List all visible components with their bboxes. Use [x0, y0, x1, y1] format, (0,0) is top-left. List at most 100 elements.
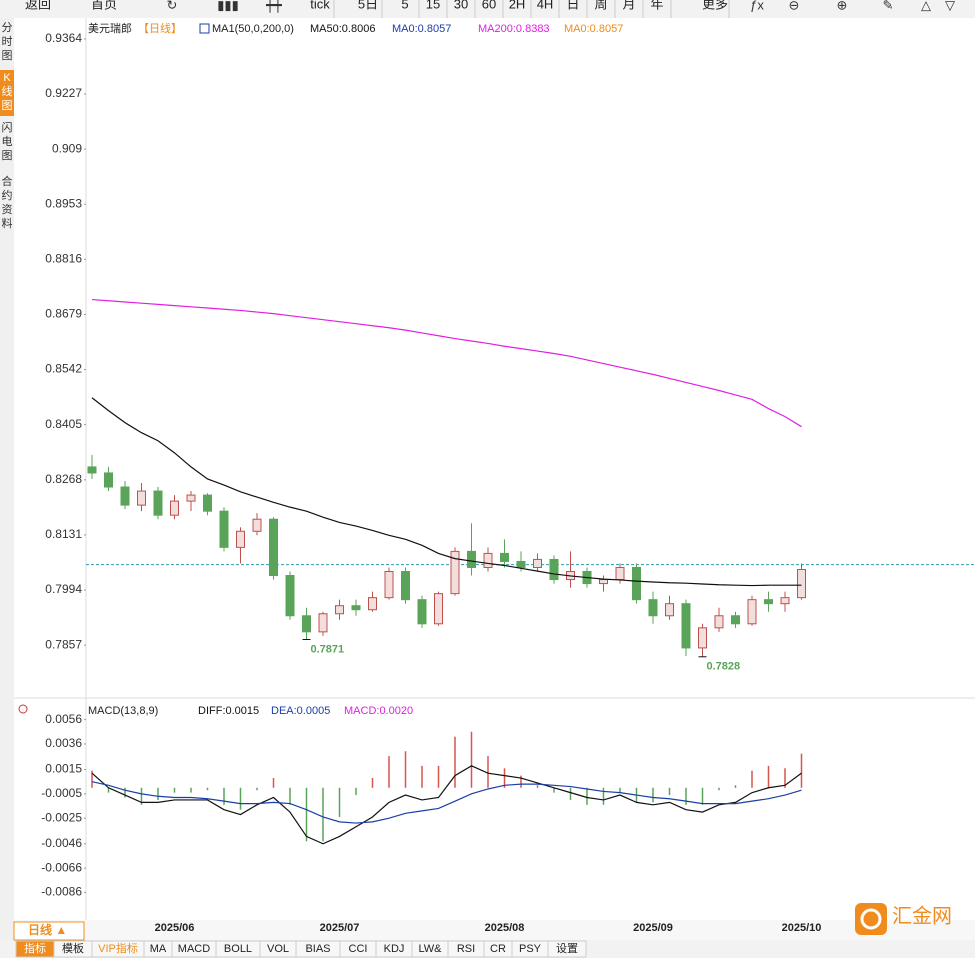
toolbar-button[interactable]: 日: [566, 0, 579, 11]
x-tick-label: 2025/07: [320, 922, 360, 934]
toolbar-button[interactable]: 周: [594, 0, 607, 11]
candle-body: [170, 500, 179, 516]
y-tick-label: 0.9227: [45, 86, 82, 100]
legend-entry: MA200:0.8383: [478, 23, 550, 35]
y-tick-label: 0.8542: [45, 362, 82, 376]
toolbar-button[interactable]: 4H: [537, 0, 554, 11]
candle-body: [401, 571, 410, 601]
legend-entry: 美元瑞郎: [88, 21, 132, 35]
candle-body: [137, 490, 146, 506]
toolbar-icon[interactable]: ⊕: [837, 0, 848, 12]
legend-entry: MACD:0.0020: [344, 705, 413, 717]
legend-entry: MA1(50,0,200,0): [212, 23, 294, 35]
tab-label[interactable]: 指标: [24, 941, 46, 955]
candle-body: [384, 571, 394, 599]
tab[interactable]: [547, 940, 587, 958]
toolbar-button[interactable]: 2H: [509, 0, 526, 11]
tab-label[interactable]: BOLL: [224, 943, 252, 955]
candle-body: [714, 615, 724, 629]
candle-body: [747, 599, 757, 625]
legend-entry: MA50:0.8006: [310, 23, 375, 35]
candle-body: [731, 615, 740, 625]
candle-body: [533, 558, 542, 568]
side-tab[interactable]: 料: [2, 216, 13, 230]
tab-label[interactable]: 设置: [556, 942, 578, 955]
line: [91, 397, 802, 587]
side-tab[interactable]: 合: [2, 174, 13, 188]
side-tab[interactable]: 电: [2, 135, 13, 148]
toolbar-icon[interactable]: ▮▮▮: [217, 0, 238, 12]
side-tab[interactable]: 图: [2, 49, 13, 62]
tab-label[interactable]: VIP指标: [98, 941, 138, 955]
candle-body: [467, 550, 476, 568]
toolbar-button[interactable]: tick: [310, 0, 330, 11]
toolbar-button[interactable]: 15: [426, 0, 440, 11]
candle-body: [648, 599, 658, 617]
tab-label[interactable]: MA: [150, 943, 167, 955]
toolbar-icon[interactable]: ▽: [945, 0, 955, 12]
y-tick-label: 0.0015: [45, 762, 82, 776]
tab-label[interactable]: VOL: [267, 943, 289, 955]
y-tick-label: 0.909: [52, 141, 82, 155]
toolbar-icon[interactable]: ↻: [167, 0, 178, 12]
tab-label[interactable]: LW&: [418, 943, 442, 955]
tab-label[interactable]: 模板: [62, 941, 84, 955]
toolbar-icon[interactable]: △: [921, 0, 931, 12]
candle-body: [632, 566, 641, 601]
toolbar-button[interactable]: 5日: [358, 0, 378, 11]
y-tick-label: 0.8405: [45, 417, 82, 431]
candle-body: [450, 550, 460, 595]
toolbar-button[interactable]: 年: [650, 0, 663, 11]
toolbar-icon[interactable]: ✎: [883, 0, 894, 12]
candle-body: [434, 593, 443, 625]
tab-label[interactable]: BIAS: [305, 943, 330, 955]
toolbar-icon[interactable]: ⊖: [789, 0, 800, 12]
y-tick-label: 0.7994: [45, 582, 82, 596]
toolbar-button[interactable]: 5: [401, 0, 408, 11]
x-tick-label: 2025/06: [155, 922, 195, 934]
settings-icon[interactable]: [18, 704, 28, 714]
candle-body: [764, 599, 773, 605]
side-tab[interactable]: 闪: [2, 120, 13, 134]
side-tab[interactable]: 资: [2, 203, 13, 216]
period-label[interactable]: 日线 ▲: [28, 922, 67, 937]
x-tick-label: 2025/10: [782, 922, 822, 934]
y-tick-label: 0.0036: [45, 736, 82, 750]
y-tick-label: 0.8131: [45, 527, 82, 541]
side-tab[interactable]: 约: [2, 189, 13, 202]
tab-label[interactable]: CR: [490, 943, 506, 955]
y-tick-label: 0.8953: [45, 196, 82, 210]
side-tab[interactable]: 时: [2, 35, 13, 48]
side-tab[interactable]: 线: [2, 84, 13, 98]
y-tick-label: -0.0005: [41, 786, 82, 800]
tab-label[interactable]: CCI: [349, 943, 368, 955]
toolbar-button[interactable]: 更多: [702, 0, 728, 11]
tab-label[interactable]: KDJ: [384, 943, 405, 955]
candle-body: [500, 552, 509, 562]
tab-label[interactable]: PSY: [519, 943, 542, 955]
side-tab[interactable]: K: [3, 72, 11, 84]
toolbar-button[interactable]: 返回: [25, 0, 51, 11]
toolbar-button[interactable]: 60: [482, 0, 496, 11]
tab-label[interactable]: RSI: [457, 943, 475, 955]
toolbar: [0, 0, 975, 18]
tab-label[interactable]: MACD: [178, 943, 210, 955]
annotation: 0.7828: [707, 661, 741, 673]
toolbar-button[interactable]: 首页: [91, 0, 117, 11]
x-tick-label: 2025/08: [485, 922, 525, 934]
logo-icon: [855, 903, 887, 935]
toolbar-button[interactable]: 月: [622, 0, 635, 11]
candle-body: [549, 558, 559, 581]
legend-entry: MA0:0.8057: [392, 23, 451, 35]
toolbar-icon[interactable]: ┿┿: [265, 0, 282, 13]
legend-entry: DEA:0.0005: [271, 705, 330, 717]
period-button[interactable]: [13, 921, 85, 941]
side-tab[interactable]: 图: [2, 99, 13, 112]
side-tab[interactable]: 分: [2, 21, 13, 34]
side-bar: [0, 18, 14, 940]
side-tab[interactable]: 图: [2, 149, 13, 162]
toolbar-icon[interactable]: ƒx: [750, 0, 764, 12]
toolbar-button[interactable]: 30: [454, 0, 468, 11]
candle-body: [681, 603, 691, 649]
